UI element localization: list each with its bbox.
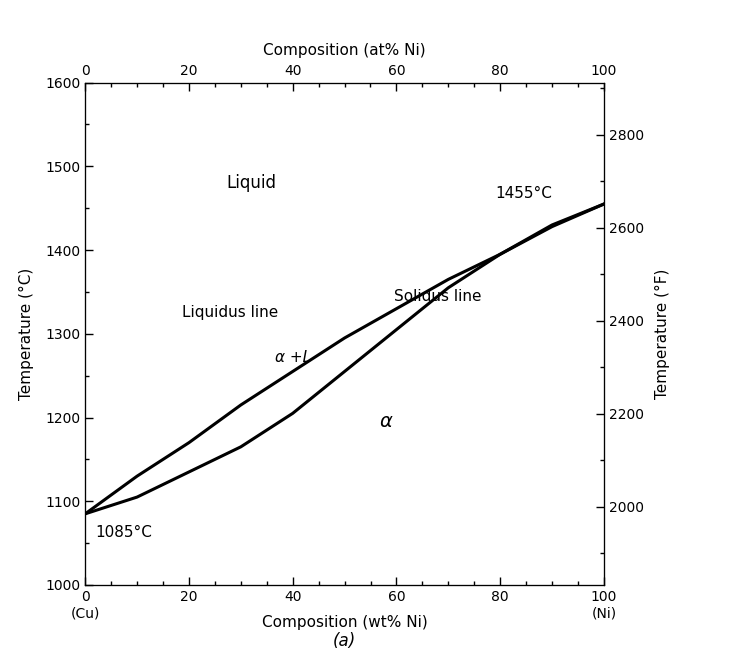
Text: Liquidus line: Liquidus line [182,305,279,321]
Text: (a): (a) [333,633,356,650]
Text: Solidus line: Solidus line [394,289,482,303]
X-axis label: Composition (wt% Ni): Composition (wt% Ni) [262,615,428,630]
Text: (Cu): (Cu) [70,607,100,621]
Y-axis label: Temperature (°C): Temperature (°C) [19,268,34,400]
Y-axis label: Temperature (°F): Temperature (°F) [655,268,670,399]
Text: α +L: α +L [275,350,310,365]
Text: 1085°C: 1085°C [96,525,153,540]
Text: Liquid: Liquid [226,174,276,192]
Text: 1455°C: 1455°C [495,186,552,201]
X-axis label: Composition (at% Ni): Composition (at% Ni) [263,44,426,58]
Text: (Ni): (Ni) [591,607,617,621]
Text: α: α [379,412,393,431]
